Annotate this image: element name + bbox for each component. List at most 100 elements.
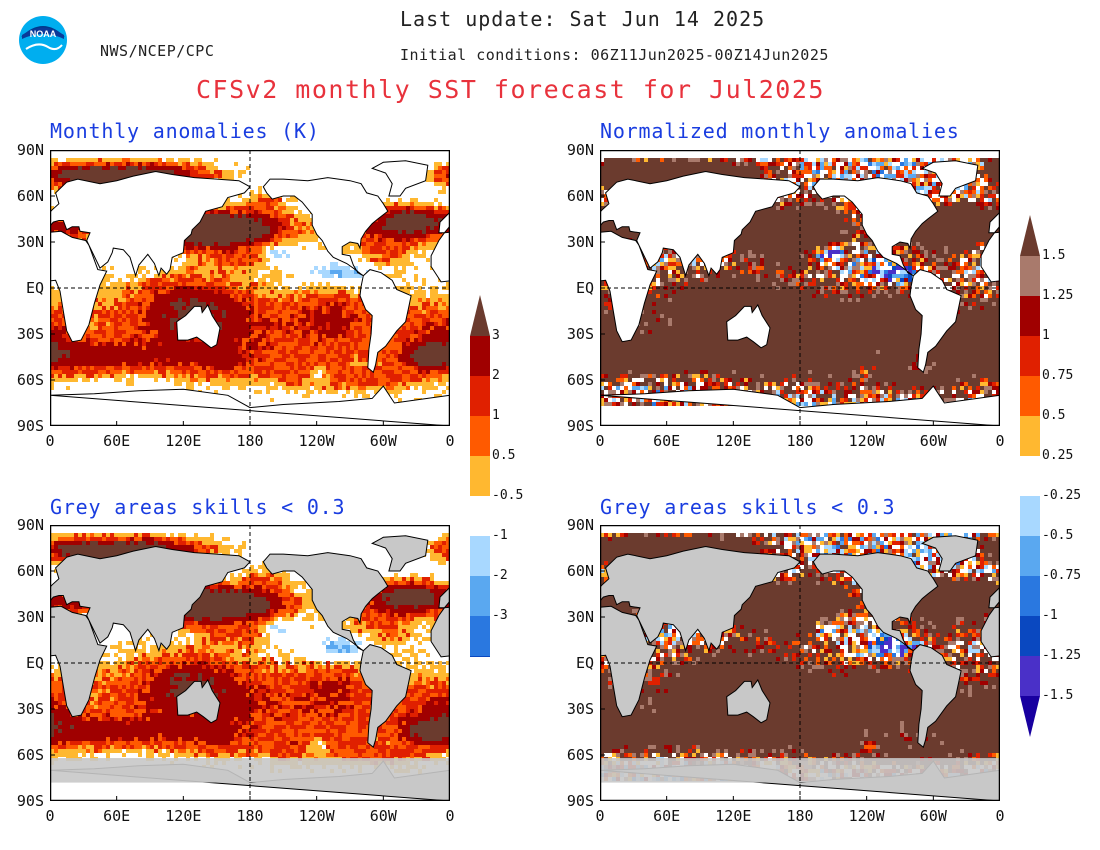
colorbar-label: 1.25 — [1042, 288, 1073, 303]
lon-label: 0 — [20, 807, 80, 825]
colorbar-bottom-arrow — [1020, 696, 1040, 737]
colorbar-segment — [470, 536, 490, 576]
colorbar-top-arrow — [1020, 215, 1040, 256]
lat-label: 60N — [0, 562, 44, 580]
colorbar-segment — [1020, 376, 1040, 416]
lat-label: 30S — [550, 700, 594, 718]
lat-label: 30S — [0, 325, 44, 343]
lat-label: 30N — [550, 233, 594, 251]
lon-label: 60E — [87, 807, 147, 825]
lat-label: 90N — [0, 141, 44, 159]
lat-label: 90S — [550, 792, 594, 810]
lon-label: 180 — [220, 807, 280, 825]
colorbar-label: 1 — [1042, 328, 1050, 343]
colorbar-segment — [1020, 616, 1040, 656]
lat-label: 60S — [0, 371, 44, 389]
lon-label: 180 — [220, 432, 280, 450]
lon-label: 0 — [20, 432, 80, 450]
lon-label: 0 — [420, 432, 480, 450]
noaa-logo-icon: NOAA — [19, 16, 67, 64]
colorbar-segment — [1020, 416, 1040, 456]
lon-label: 120E — [703, 432, 763, 450]
lat-label: 60S — [0, 746, 44, 764]
lon-label: 0 — [970, 807, 1030, 825]
colorbar-label: -0.5 — [492, 488, 523, 503]
lon-label: 0 — [570, 432, 630, 450]
lat-label: 90S — [0, 417, 44, 435]
colorbar-label: 3 — [492, 328, 500, 343]
map-panel-anomalies-skill — [50, 525, 450, 801]
colorbar-label: 0.75 — [1042, 368, 1073, 383]
colorbar-segment — [470, 576, 490, 616]
map-panel-normalized — [600, 150, 1000, 426]
colorbar-normalized — [1020, 215, 1040, 737]
colorbar-segment — [470, 376, 490, 416]
agency-label: NWS/NCEP/CPC — [100, 42, 214, 60]
noaa-logo: NOAA — [18, 15, 68, 65]
lon-label: 120W — [287, 807, 347, 825]
lat-label: 90N — [550, 516, 594, 534]
lat-label: 30N — [0, 233, 44, 251]
panel-title-2: Normalized monthly anomalies — [600, 119, 960, 143]
colorbar-label: -1.25 — [1042, 648, 1081, 663]
lon-label: 60W — [903, 807, 963, 825]
colorbar-segment — [1020, 296, 1040, 336]
lat-label: 60S — [550, 746, 594, 764]
lon-label: 120W — [837, 807, 897, 825]
colorbar-label: -1 — [1042, 608, 1058, 623]
logo-text: NOAA — [30, 29, 57, 39]
lat-label: 60S — [550, 371, 594, 389]
lon-label: 180 — [770, 807, 830, 825]
lat-label: 30N — [0, 608, 44, 626]
lat-label: 60N — [550, 562, 594, 580]
lon-label: 0 — [420, 807, 480, 825]
panel-title-4: Grey areas skills < 0.3 — [600, 495, 895, 519]
lat-label: EQ — [0, 654, 44, 672]
lat-label: 60N — [550, 187, 594, 205]
lon-label: 60W — [353, 807, 413, 825]
colorbar-label: 1 — [492, 408, 500, 423]
colorbar-segment — [470, 336, 490, 376]
lon-label: 60W — [353, 432, 413, 450]
lat-label: 30N — [550, 608, 594, 626]
colorbar-segment — [470, 456, 490, 496]
main-title: CFSv2 monthly SST forecast for Jul2025 — [196, 75, 825, 104]
colorbar-segment — [1020, 576, 1040, 616]
colorbar-label: 0.25 — [1042, 448, 1073, 463]
lon-label: 60E — [637, 807, 697, 825]
colorbar-label: 1.5 — [1042, 248, 1065, 263]
map-panel-anomalies — [50, 150, 450, 426]
lon-label: 60E — [637, 432, 697, 450]
lat-label: 90N — [550, 141, 594, 159]
colorbar-segment — [1020, 256, 1040, 296]
colorbar-label: -0.5 — [1042, 528, 1073, 543]
colorbar-segment — [1020, 536, 1040, 576]
lon-label: 60E — [87, 432, 147, 450]
colorbar-label: -1.5 — [1042, 688, 1073, 703]
lat-label: 60N — [0, 187, 44, 205]
map-panel-normalized-skill — [600, 525, 1000, 801]
lat-label: 90S — [550, 417, 594, 435]
colorbar-segment — [1020, 456, 1040, 496]
lat-label: EQ — [550, 279, 594, 297]
lon-label: 60W — [903, 432, 963, 450]
lon-label: 0 — [570, 807, 630, 825]
colorbar-label: 2 — [492, 368, 500, 383]
lat-label: 90N — [0, 516, 44, 534]
colorbar-label: -1 — [492, 528, 508, 543]
lat-label: EQ — [0, 279, 44, 297]
lon-label: 120W — [287, 432, 347, 450]
lat-label: 30S — [0, 700, 44, 718]
initial-conditions: Initial conditions: 06Z11Jun2025-00Z14Ju… — [400, 46, 829, 64]
colorbar-segment — [1020, 496, 1040, 536]
colorbar-label: 0.5 — [1042, 408, 1065, 423]
colorbar-label: -3 — [492, 608, 508, 623]
lat-label: EQ — [550, 654, 594, 672]
lon-label: 120E — [153, 432, 213, 450]
colorbar-label: -0.75 — [1042, 568, 1081, 583]
lat-label: 90S — [0, 792, 44, 810]
last-update: Last update: Sat Jun 14 2025 — [400, 7, 765, 31]
colorbar-segment — [470, 416, 490, 456]
panel-title-1: Monthly anomalies (K) — [50, 119, 320, 143]
lon-label: 120E — [153, 807, 213, 825]
